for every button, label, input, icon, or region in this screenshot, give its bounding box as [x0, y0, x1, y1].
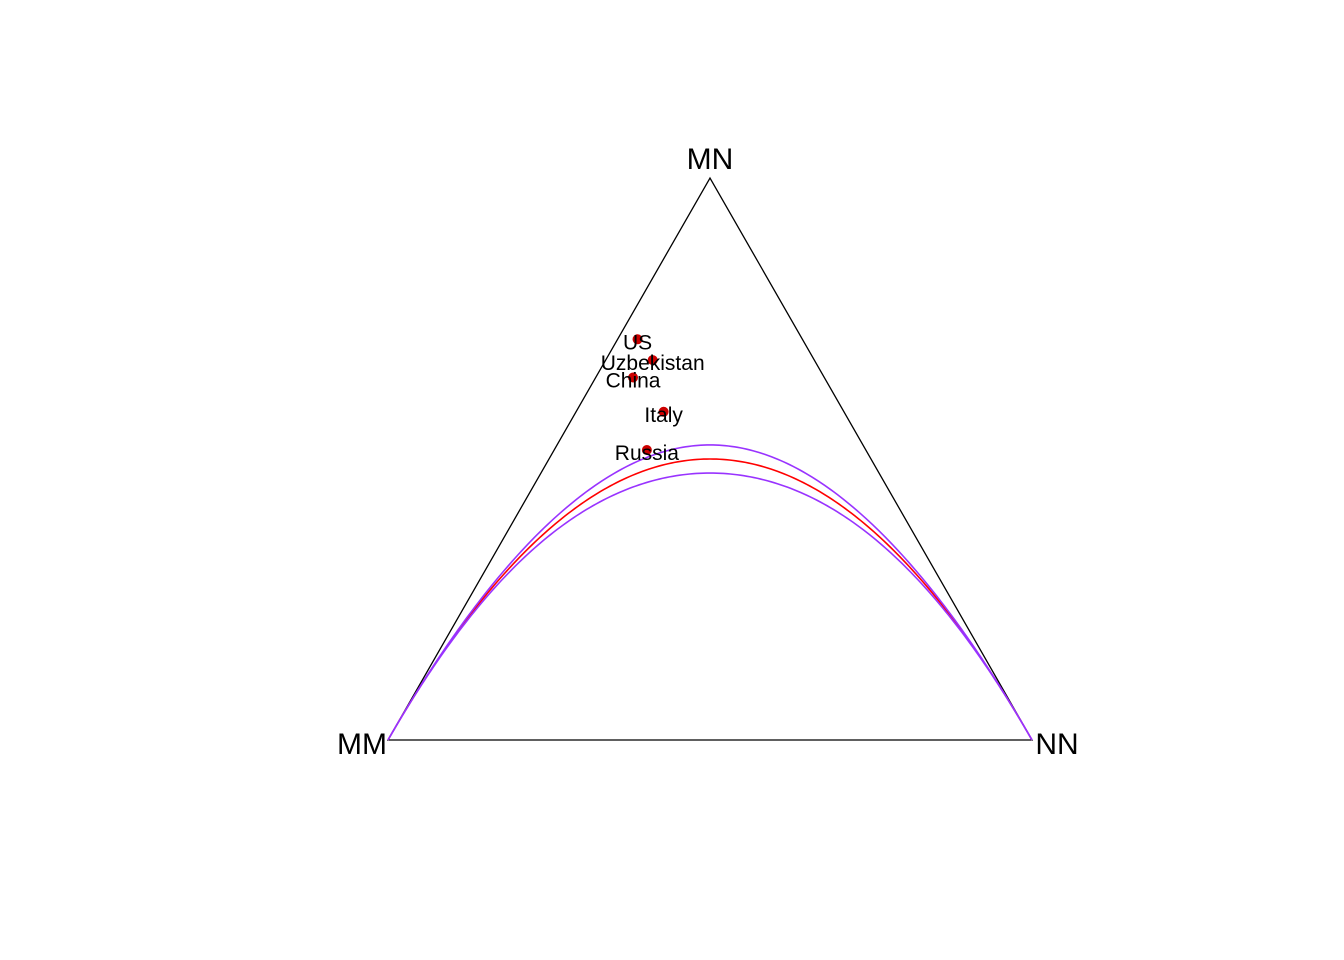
vertex-label-left: MM: [337, 728, 387, 761]
data-point: [658, 406, 669, 417]
data-point-label: US: [623, 331, 652, 354]
ternary-triangle: [386, 176, 1034, 741]
curves-group: [387, 444, 1033, 741]
data-point: [641, 445, 652, 456]
data-point-label: China: [606, 370, 661, 393]
data-point: [647, 355, 658, 366]
vertex-label-right: NN: [1035, 728, 1078, 761]
data-point-label: Italy: [644, 404, 683, 427]
upper-limit-curve: [387, 444, 1033, 741]
lower-limit-curve: [387, 472, 1033, 741]
data-point-label: Russia: [615, 442, 680, 465]
data-point-label: Uzbekistan: [601, 352, 705, 375]
hardy-weinberg-equilibrium-curve: [387, 458, 1033, 741]
vertex-label-top: MN: [687, 143, 734, 176]
data-point: [632, 334, 643, 345]
data-point: [628, 372, 639, 383]
